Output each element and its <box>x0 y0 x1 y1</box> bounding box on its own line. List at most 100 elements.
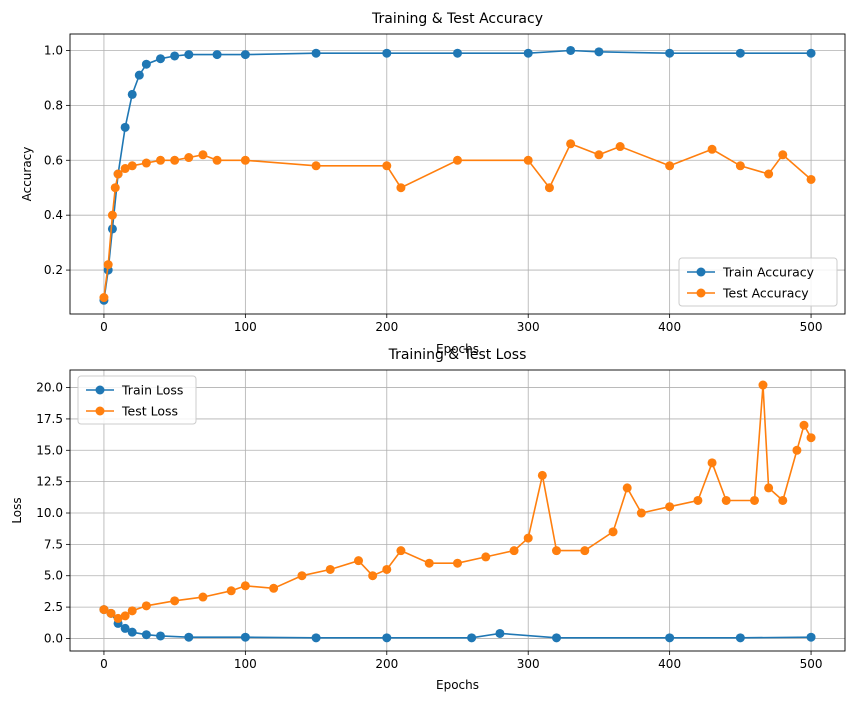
loss-point-1-7 <box>198 592 208 602</box>
accuracy-chart-title: Training & Test Accuracy <box>371 11 543 27</box>
accuracy-point-0-14 <box>382 48 392 58</box>
loss-point-0-3 <box>120 623 130 633</box>
loss-point-0-4 <box>127 627 137 637</box>
accuracy-point-1-27 <box>778 150 788 160</box>
loss-point-1-1 <box>106 608 116 618</box>
accuracy-legend-box <box>678 257 838 307</box>
loss-point-1-25 <box>608 527 618 537</box>
loss-point-1-36 <box>792 445 802 455</box>
loss-ytick-label-3: 7.5 <box>44 537 63 551</box>
loss-series-0 <box>99 605 816 643</box>
accuracy-legend-marker-1 <box>696 288 706 298</box>
loss-point-1-10 <box>269 583 279 593</box>
accuracy-point-0-6 <box>134 70 144 80</box>
accuracy-point-0-20 <box>735 48 745 58</box>
loss-xtick-label-1: 100 <box>234 657 257 671</box>
loss-xtick-label-5: 500 <box>800 657 823 671</box>
accuracy-point-1-26 <box>764 169 774 179</box>
accuracy-point-0-19 <box>665 48 675 58</box>
accuracy-ytick-label-4: 1.0 <box>44 43 63 57</box>
accuracy-point-0-2 <box>107 224 117 234</box>
loss-point-0-11 <box>467 633 477 643</box>
loss-point-1-15 <box>382 564 392 574</box>
accuracy-point-1-5 <box>120 164 130 174</box>
loss-legend-box <box>77 375 197 425</box>
accuracy-point-0-11 <box>212 50 222 60</box>
loss-point-1-20 <box>509 546 519 556</box>
loss-point-1-18 <box>453 558 462 568</box>
loss-point-1-14 <box>368 571 378 581</box>
accuracy-point-0-10 <box>184 50 194 60</box>
loss-legend-label-1: Test Loss <box>121 404 178 419</box>
accuracy-point-1-11 <box>198 150 208 160</box>
loss-point-0-8 <box>240 632 250 642</box>
accuracy-point-1-25 <box>735 161 745 171</box>
accuracy-point-0-7 <box>141 59 151 69</box>
accuracy-point-1-4 <box>113 169 123 179</box>
loss-legend-marker-1 <box>95 406 105 416</box>
accuracy-point-0-18 <box>594 47 604 57</box>
accuracy-point-0-8 <box>156 54 166 64</box>
loss-point-1-13 <box>354 556 364 566</box>
loss-ytick-label-6: 15.0 <box>36 443 63 457</box>
loss-xtick-label-0: 0 <box>100 657 108 671</box>
loss-point-1-24 <box>580 546 590 556</box>
loss-legend-label-0: Train Loss <box>121 383 183 398</box>
loss-x-axis-label: Epochs <box>436 678 479 692</box>
loss-point-1-8 <box>226 586 236 596</box>
accuracy-legend-marker-0 <box>696 267 706 277</box>
accuracy-legend-label-0: Train Accuracy <box>722 265 815 280</box>
accuracy-point-1-2 <box>107 210 117 220</box>
loss-series-line-0 <box>103 608 812 639</box>
loss-ytick-label-0: 0.0 <box>44 631 63 645</box>
accuracy-series-line-0 <box>103 49 812 301</box>
accuracy-point-1-23 <box>665 161 675 171</box>
loss-series-line-1 <box>103 385 812 620</box>
loss-point-0-16 <box>806 632 816 642</box>
accuracy-point-1-6 <box>127 161 137 171</box>
accuracy-point-1-3 <box>110 183 120 193</box>
accuracy-ytick-label-0: 0.2 <box>44 263 63 277</box>
loss-point-1-6 <box>170 596 180 606</box>
accuracy-point-1-0 <box>99 293 109 303</box>
loss-point-1-9 <box>240 581 250 591</box>
accuracy-point-0-16 <box>523 48 533 58</box>
accuracy-y-axis-label: Accuracy <box>20 147 34 202</box>
loss-point-1-5 <box>141 601 151 611</box>
loss-point-0-6 <box>156 631 166 641</box>
loss-point-1-4 <box>127 606 137 616</box>
accuracy-ytick-label-3: 0.8 <box>44 98 63 112</box>
loss-point-1-38 <box>806 433 816 443</box>
accuracy-point-1-9 <box>170 155 180 165</box>
loss-point-1-19 <box>481 552 491 562</box>
accuracy-ytick-label-1: 0.4 <box>44 208 63 222</box>
loss-point-1-26 <box>622 483 632 493</box>
accuracy-axes-frame <box>69 33 846 315</box>
loss-xtick-label-4: 400 <box>658 657 681 671</box>
accuracy-point-1-12 <box>212 155 222 165</box>
accuracy-point-1-7 <box>141 158 151 168</box>
loss-point-1-0 <box>99 605 109 615</box>
accuracy-point-0-13 <box>311 48 321 58</box>
loss-xtick-label-2: 200 <box>375 657 398 671</box>
loss-legend-marker-0 <box>95 385 105 395</box>
accuracy-point-0-4 <box>120 122 130 132</box>
loss-point-1-28 <box>665 502 675 512</box>
loss-point-0-9 <box>311 633 321 643</box>
accuracy-point-1-15 <box>382 161 392 171</box>
accuracy-point-0-5 <box>127 89 137 99</box>
loss-xtick-label-3: 300 <box>517 657 540 671</box>
loss-point-1-3 <box>120 611 130 621</box>
accuracy-point-1-24 <box>707 144 717 154</box>
accuracy-ytick-label-2: 0.6 <box>44 153 63 167</box>
accuracy-point-0-12 <box>240 50 250 60</box>
accuracy-chart <box>66 33 846 318</box>
accuracy-xtick-label-0: 0 <box>100 320 108 334</box>
loss-point-1-12 <box>325 564 335 574</box>
accuracy-point-1-20 <box>566 139 576 149</box>
loss-point-0-15 <box>735 633 745 643</box>
accuracy-legend-label-1: Test Accuracy <box>722 286 809 301</box>
loss-point-1-11 <box>297 571 307 581</box>
accuracy-x-axis-label: Epochs <box>436 342 479 356</box>
